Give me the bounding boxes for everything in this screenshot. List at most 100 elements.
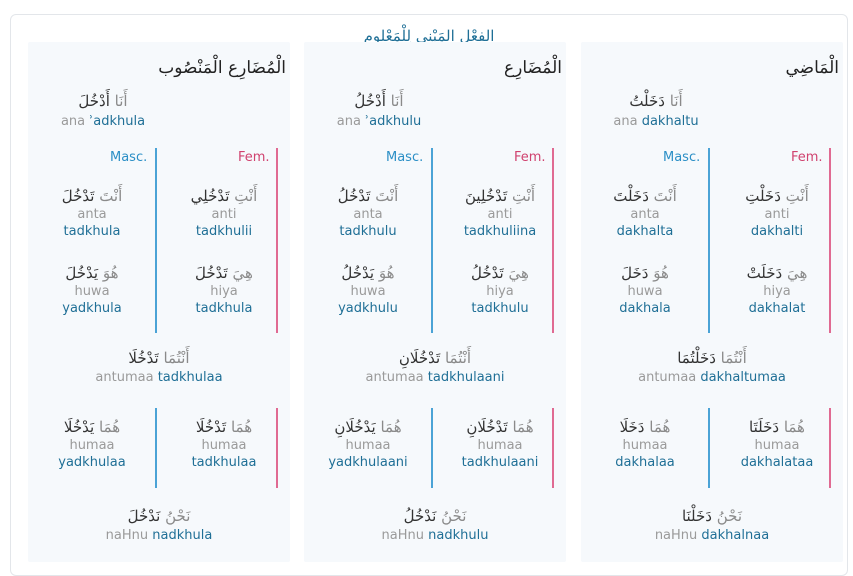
ana-arabic: أَنَا أَدْخُلُ [354,92,404,110]
fem-label: Fem. [514,150,546,165]
ana-translit: ana ʾadkhulu [336,114,422,129]
fem-label: Fem. [238,150,270,165]
anta-pronoun-translit: anta [77,207,107,222]
humaa_m-verb-translit: dakhalaa [615,455,675,470]
hiya-arabic: هِيَ تَدْخُلَ [195,264,253,282]
hiya-verb-translit: tadkhula [195,301,253,316]
cell-hiya: هِيَ تَدْخُلَ hiya tadkhula [160,264,288,316]
antumaa-translit: antumaa tadkhulaa [95,370,223,385]
cell-humaa_m: هُمَا يَدْخُلَانِ humaa yadkhulaani [304,418,432,470]
hiya-pronoun-translit: hiya [486,284,514,299]
anti-pronoun-translit: anti [487,207,513,222]
nahnu-arabic: نَحْنُ نَدْخُلُ [403,507,467,525]
row-antumaa: أَنْتُمَا دَخَلْتُمَا antumaa dakhaltumaa [581,349,843,385]
anta-pronoun-translit: anta [630,207,660,222]
ana-translit: ana ʾadkhula [60,114,146,129]
row-nahnu: نَحْنُ نَدْخُلُ naHnu nadkhulu [304,507,566,543]
cell-anti: أَنْتِ دَخَلْتِ anti dakhalti [713,187,841,239]
antumaa-arabic: أَنْتُمَا تَدْخُلَانِ [398,349,472,367]
antumaa-arabic: أَنْتُمَا دَخَلْتُمَا [677,349,747,367]
cell-hiya: هِيَ تَدْخُلُ hiya tadkhulu [436,264,564,316]
cell-anta: أَنْتَ دَخَلْتَ anta dakhalta [581,187,709,239]
column-heading: الْمُضَارِع [503,58,562,78]
cell-huwa: هُوَ يَدْخُلَ huwa yadkhula [28,264,156,316]
nahnu-translit: naHnu dakhalnaa [654,528,770,543]
anti-arabic: أَنْتِ تَدْخُلِينَ [464,187,536,205]
hiya-arabic: هِيَ تَدْخُلُ [471,264,529,282]
nahnu-arabic: نَحْنُ نَدْخُلَ [127,507,191,525]
humaa_m-pronoun-translit: humaa [69,438,115,453]
humaa_f-arabic: هُمَا دَخَلَتَا [749,418,805,436]
huwa-arabic: هُوَ دَخَلَ [621,264,669,282]
anti-arabic: أَنْتِ تَدْخُلِي [190,187,258,205]
masc-label: Masc. [386,150,424,165]
cell-hiya: هِيَ دَخَلَتْ hiya dakhalat [713,264,841,316]
anta-pronoun-translit: anta [353,207,383,222]
anti-arabic: أَنْتِ دَخَلْتِ [745,187,809,205]
row-nahnu: نَحْنُ دَخَلْنَا naHnu dakhalnaa [581,507,843,543]
anta-arabic: أَنْتَ دَخَلْتَ [613,187,677,205]
masc-label: Masc. [663,150,701,165]
anti-verb-translit: dakhalti [750,224,804,239]
huwa-verb-translit: dakhala [619,301,671,316]
cell-humaa_f: هُمَا تَدْخُلَا humaa tadkhulaa [160,418,288,470]
cell-humaa_f: هُمَا دَخَلَتَا humaa dakhalataa [713,418,841,470]
fem-divider [552,148,554,333]
antumaa-arabic: أَنْتُمَا تَدْخُلَا [128,349,190,367]
cell-humaa_m: هُمَا يَدْخُلَا humaa yadkhulaa [28,418,156,470]
humaa_m-arabic: هُمَا دَخَلَا [619,418,671,436]
humaa_m-pronoun-translit: humaa [345,438,391,453]
fem-divider [276,148,278,333]
anti-verb-translit: tadkhuliina [463,224,537,239]
cell-huwa: هُوَ دَخَلَ huwa dakhala [581,264,709,316]
cell-anti: أَنْتِ تَدْخُلِينَ anti tadkhuliina [436,187,564,239]
column-past: الْمَاضِي أَنَا دَخَلْتُ ana dakhaltu Masc.… [581,42,843,562]
anti-verb-translit: tadkhulii [195,224,253,239]
hiya-verb-translit: dakhalat [748,301,806,316]
nahnu-translit: naHnu nadkhulu [381,528,489,543]
cell-anta: أَنْتَ تَدْخُلَ anta tadkhula [28,187,156,239]
column-present: الْمُضَارِع أَنَا أَدْخُلُ ana ʾadkhulu Mas… [304,42,566,562]
humaa_m-verb-translit: yadkhulaani [328,455,408,470]
anta-arabic: أَنْتَ تَدْخُلَ [61,187,123,205]
huwa-verb-translit: yadkhula [62,301,122,316]
huwa-arabic: هُوَ يَدْخُلُ [341,264,395,282]
row-ana: أَنَا دَخَلْتُ ana dakhaltu [581,92,731,129]
humaa_m-arabic: هُمَا يَدْخُلَانِ [334,418,402,436]
row-nahnu: نَحْنُ نَدْخُلَ naHnu nadkhula [28,507,290,543]
humaa_f-pronoun-translit: humaa [477,438,523,453]
cell-anti: أَنْتِ تَدْخُلِي anti tadkhulii [160,187,288,239]
huwa-verb-translit: yadkhulu [338,301,398,316]
humaa_m-verb-translit: yadkhulaa [58,455,126,470]
column-heading: الْمُضَارِع الْمَنْصُوب [158,58,286,78]
masc-divider [708,148,710,333]
masc-divider-dual [155,408,157,488]
ana-arabic: أَنَا دَخَلْتُ [629,92,683,110]
humaa_f-verb-translit: tadkhulaani [461,455,539,470]
humaa_f-arabic: هُمَا تَدْخُلَانِ [466,418,534,436]
table-title: الفِعْل المَبْنِي لِلْمَعْلوم [363,27,495,45]
anta-verb-translit: tadkhulu [339,224,397,239]
hiya-pronoun-translit: hiya [210,284,238,299]
huwa-pronoun-translit: huwa [350,284,386,299]
anta-verb-translit: tadkhula [63,224,121,239]
ana-translit: ana dakhaltu [613,114,699,129]
antumaa-translit: antumaa tadkhulaani [365,370,505,385]
fem-divider-dual [552,408,554,488]
nahnu-translit: naHnu nadkhula [105,528,213,543]
row-ana: أَنَا أَدْخُلُ ana ʾadkhulu [304,92,454,129]
column-subjunctive: الْمُضَارِع الْمَنْصُوب أَنَا أَدْخُلَ ana… [28,42,290,562]
anta-arabic: أَنْتَ تَدْخُلُ [337,187,399,205]
antumaa-translit: antumaa dakhaltumaa [638,370,786,385]
row-ana: أَنَا أَدْخُلَ ana ʾadkhula [28,92,178,129]
hiya-pronoun-translit: hiya [763,284,791,299]
masc-divider [431,148,433,333]
humaa_f-pronoun-translit: humaa [754,438,800,453]
cell-humaa_m: هُمَا دَخَلَا humaa dakhalaa [581,418,709,470]
huwa-pronoun-translit: huwa [74,284,110,299]
fem-divider-dual [276,408,278,488]
masc-divider-dual [431,408,433,488]
row-antumaa: أَنْتُمَا تَدْخُلَا antumaa tadkhulaa [28,349,290,385]
humaa_m-pronoun-translit: humaa [622,438,668,453]
column-heading: الْمَاضِي [785,58,839,78]
